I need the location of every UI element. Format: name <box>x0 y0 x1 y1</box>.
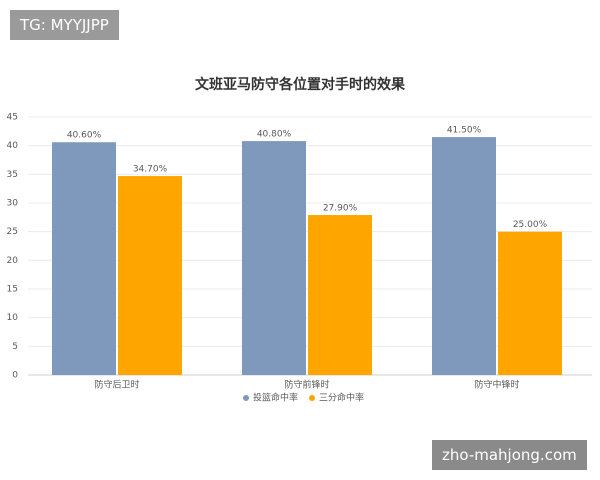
bar <box>118 176 182 375</box>
legend-label: 三分命中率 <box>319 392 364 404</box>
y-tick-label: 35 <box>7 170 18 180</box>
bar <box>52 142 116 375</box>
y-tick-label: 45 <box>7 113 18 123</box>
x-tick-label: 防守前锋时 <box>284 379 329 391</box>
watermark: TG: MYYJJPP <box>10 10 119 40</box>
bar <box>432 137 496 375</box>
value-label: 25.00% <box>513 220 548 230</box>
y-tick-label: 0 <box>12 371 18 381</box>
value-label: 27.90% <box>323 204 358 214</box>
legend-marker <box>309 395 316 401</box>
value-label: 41.50% <box>447 126 482 136</box>
bar <box>242 141 306 375</box>
x-tick-label: 防守中锋时 <box>474 379 519 391</box>
value-label: 34.70% <box>133 165 168 175</box>
y-tick-label: 10 <box>7 313 19 323</box>
y-tick-label: 20 <box>7 256 19 266</box>
chart-title: 文班亚马防守各位置对手时的效果 <box>195 76 406 93</box>
y-tick-label: 25 <box>7 227 18 237</box>
watermark: zho-mahjong.com <box>432 440 587 470</box>
y-tick-label: 15 <box>7 285 18 295</box>
value-label: 40.60% <box>67 131 102 141</box>
y-tick-label: 5 <box>12 342 18 352</box>
bar <box>308 215 372 375</box>
legend-marker <box>243 395 249 401</box>
y-tick-label: 40 <box>7 141 19 151</box>
x-tick-label: 防守后卫时 <box>94 379 139 391</box>
bar <box>498 231 562 375</box>
y-tick-label: 30 <box>7 199 19 209</box>
legend-label: 投篮命中率 <box>253 392 298 404</box>
value-label: 40.80% <box>257 130 292 140</box>
